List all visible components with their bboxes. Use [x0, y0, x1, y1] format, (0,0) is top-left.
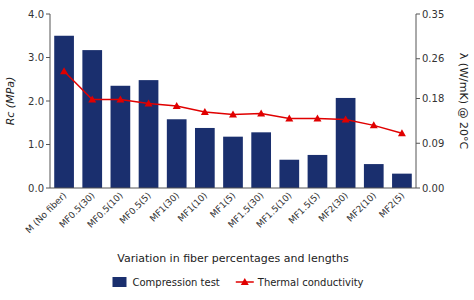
plot-area [54, 36, 412, 188]
legend-item: Compression test [112, 277, 219, 288]
marker [398, 129, 406, 136]
x-tick-label: MF0.5(5) [118, 190, 153, 225]
bar [54, 36, 74, 188]
legend: Compression test Thermal conductivity [112, 277, 363, 288]
marker [145, 99, 153, 106]
x-tick-label: MF1.5(10) [254, 190, 293, 229]
x-tick-label: MF2(30) [317, 190, 350, 223]
bar [223, 137, 243, 188]
bar [392, 174, 412, 188]
bar [82, 50, 102, 188]
y2-axis-title: λ (W/mK) @ 20°C [457, 53, 470, 150]
bar [308, 155, 328, 188]
marker [342, 115, 350, 122]
y-tick-label: 1.0 [28, 139, 44, 150]
bar [279, 160, 299, 188]
x-tick-label: MF0.5(10) [85, 190, 124, 229]
marker [229, 110, 237, 117]
marker [173, 102, 181, 109]
y-tick [46, 144, 50, 145]
y2-tick-label: 0.00 [422, 183, 444, 194]
y2-tick [416, 98, 420, 99]
y2-tick [416, 58, 420, 59]
chart: 0.01.02.03.04.00.000.090.180.260.35M (No… [0, 0, 474, 300]
marker [116, 96, 124, 103]
y2-axis [416, 14, 417, 188]
bar [167, 119, 187, 188]
y-tick-label: 2.0 [28, 96, 44, 107]
y-tick [46, 57, 50, 58]
legend-marker [241, 278, 249, 285]
legend-swatch [112, 277, 126, 287]
y2-tick [416, 143, 420, 144]
y-tick [46, 188, 50, 189]
y-tick [46, 101, 50, 102]
legend-item: Thermal conductivity [236, 277, 364, 288]
y-tick-label: 0.0 [28, 183, 44, 194]
marker [257, 109, 265, 116]
bar [195, 128, 215, 188]
y2-tick [416, 14, 420, 15]
legend-label: Thermal conductivity [257, 277, 364, 288]
y2-tick-label: 0.09 [422, 138, 444, 149]
line [64, 71, 402, 133]
marker [285, 114, 293, 121]
y-axis-title: Rc (MPa) [4, 77, 17, 126]
y2-tick-label: 0.26 [422, 53, 444, 64]
y2-tick-label: 0.35 [422, 9, 444, 20]
legend-label: Compression test [132, 277, 219, 288]
y-tick [46, 14, 50, 15]
marker [60, 67, 68, 74]
bar [336, 98, 356, 188]
x-tick-label: MF1(30) [148, 190, 181, 223]
y2-tick-label: 0.18 [422, 93, 444, 104]
x-tick-label: MF1(10) [176, 190, 209, 223]
marker [88, 96, 96, 103]
marker [370, 121, 378, 128]
bar [364, 164, 384, 188]
x-tick-label: MF2(10) [345, 190, 378, 223]
x-tick-label: MF2(5) [377, 190, 406, 219]
x-axis-title: Variation in fiber percentages and lengt… [117, 252, 349, 265]
x-axis [50, 188, 416, 189]
x-tick-label: MF1.5(5) [287, 190, 322, 225]
bar [251, 132, 271, 188]
y2-tick [416, 188, 420, 189]
marker [201, 108, 209, 115]
marker [313, 114, 321, 121]
y-tick-label: 3.0 [28, 52, 44, 63]
bar [139, 80, 159, 188]
y-tick-label: 4.0 [28, 9, 44, 20]
